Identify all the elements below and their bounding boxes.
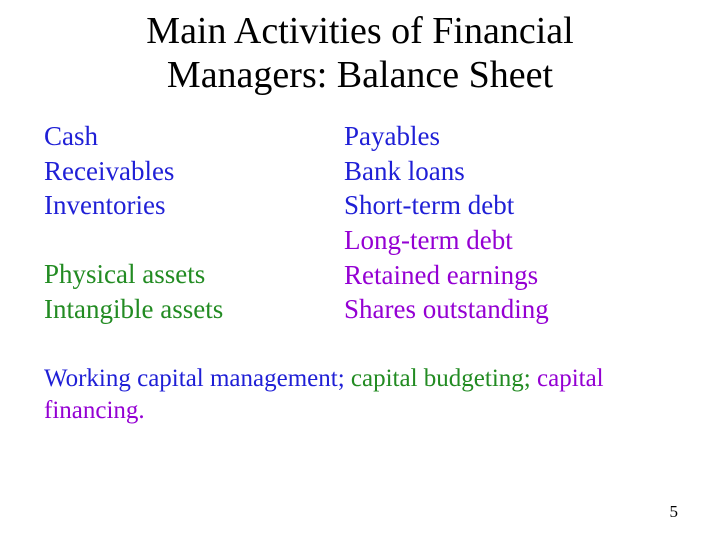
liability-item: Short-term debt (344, 188, 680, 223)
page-number: 5 (670, 502, 679, 522)
title-line-1: Main Activities of Financial (146, 10, 573, 52)
footer-seg: ; (524, 365, 537, 392)
liability-item: Shares outstanding (344, 292, 680, 327)
title-line-2: Managers: Balance Sheet (167, 54, 553, 96)
liability-item: Retained earnings (344, 258, 680, 293)
assets-column: Cash Receivables Inventories Physical as… (44, 119, 344, 326)
group-gap (44, 223, 344, 257)
balance-sheet-columns: Cash Receivables Inventories Physical as… (40, 119, 680, 326)
footer-seg: . (138, 397, 144, 424)
footer-seg: Working capital management (44, 365, 338, 392)
asset-item: Physical assets (44, 257, 344, 292)
liability-item: Long-term debt (344, 223, 680, 258)
liability-item: Bank loans (344, 154, 680, 189)
asset-item: Receivables (44, 154, 344, 189)
asset-item: Cash (44, 119, 344, 154)
footer-seg: capital budgeting (351, 365, 524, 392)
footer-summary: Working capital management; capital budg… (40, 363, 680, 428)
asset-item: Inventories (44, 188, 344, 223)
slide-title: Main Activities of Financial Managers: B… (40, 10, 680, 97)
liabilities-column: Payables Bank loans Short-term debt Long… (344, 119, 680, 326)
liability-item: Payables (344, 119, 680, 154)
asset-item: Intangible assets (44, 292, 344, 327)
footer-seg: ; (338, 365, 351, 392)
